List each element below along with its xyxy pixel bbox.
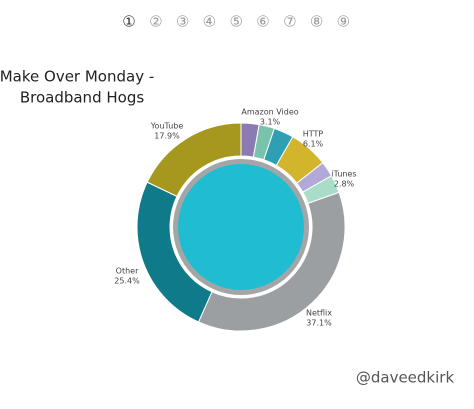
page-button[interactable]: ① — [122, 13, 135, 31]
page-button[interactable]: ⑤ — [229, 13, 242, 31]
value-label: 2.8% — [334, 180, 355, 189]
page-button[interactable]: ⑦ — [283, 13, 296, 31]
chart-title: Broadband Hogs — [20, 89, 145, 107]
page-button[interactable]: ⑨ — [337, 13, 350, 31]
value-label: 6.1% — [303, 140, 324, 149]
value-label: 37.1% — [306, 319, 332, 328]
page-button[interactable]: ④ — [203, 13, 216, 31]
segment-label: iTunes — [331, 170, 356, 179]
segment-label: Other — [116, 267, 139, 276]
page-button[interactable]: ⑥ — [256, 13, 269, 31]
donut-segment — [197, 191, 346, 332]
inner-disk — [178, 164, 304, 290]
segment-label: Netflix — [306, 309, 332, 318]
segment-label: Amazon Video — [241, 108, 298, 117]
page-button[interactable]: ③ — [176, 13, 189, 31]
value-label: 17.9% — [154, 132, 180, 141]
value-label: 3.1% — [260, 118, 281, 127]
segment-label: YouTube — [150, 122, 184, 131]
chart-title: Make Over Monday - — [0, 68, 154, 86]
credit: @daveedkirk — [356, 369, 455, 387]
value-label: 25.4% — [114, 277, 140, 286]
page-button[interactable]: ⑧ — [310, 13, 323, 31]
donut-segment — [146, 122, 242, 198]
segment-label: HTTP — [303, 130, 324, 139]
page-button[interactable]: ② — [149, 13, 162, 31]
